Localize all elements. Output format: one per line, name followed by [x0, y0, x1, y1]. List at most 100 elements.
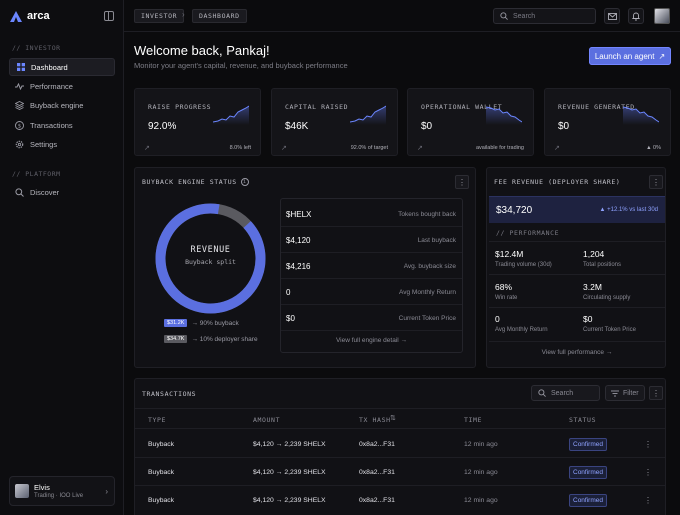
column-header-time[interactable]: TIME [464, 416, 483, 424]
breadcrumb-investor[interactable]: INVESTOR [134, 9, 185, 23]
kpi-label: RAISE PROGRESS [148, 103, 212, 111]
stat-value: 68% [495, 282, 513, 292]
engine-row: 0 Avg Monthly Return [281, 279, 462, 305]
stat-key: Total positions [583, 262, 622, 268]
avatar[interactable] [654, 8, 670, 24]
engine-stats: $HELX Tokens bought back $4,120 Last buyba… [280, 198, 463, 353]
sidebar-item-performance[interactable]: Performance [9, 77, 115, 95]
row-menu-icon[interactable]: ⋮ [644, 468, 652, 477]
chevron-right-icon: › [105, 487, 108, 496]
sidebar-item-discover[interactable]: Discover [9, 183, 115, 201]
sparkline-up [350, 105, 386, 125]
arrow-up-right-icon: ↗ [417, 145, 423, 152]
notifications-button[interactable] [628, 8, 644, 24]
kpi-foot: 8.0% left [229, 145, 251, 151]
dollar-icon: $ [15, 120, 24, 130]
legend-value: $34.7K [164, 335, 188, 343]
user-status: Trading · IOO Live [34, 493, 84, 499]
engine-key: Avg Monthly Return [399, 289, 456, 296]
panel-title: BUYBACK ENGINE STATUS i [142, 178, 249, 186]
kpi-card-operational-wallet: OPERATIONAL WALLET $0 ↗ available for tr… [407, 88, 534, 156]
arrow-up-right-icon: ↗ [554, 145, 560, 152]
more-options-button[interactable]: ⋮ [649, 175, 663, 189]
column-header-tx-hash[interactable]: TX HASH [359, 416, 391, 424]
column-header-amount[interactable]: AMOUNT [253, 416, 281, 424]
tx-time: 12 min ago [464, 497, 498, 504]
launch-agent-button[interactable]: Launch an agent ↗ [589, 47, 671, 65]
user-card[interactable]: Elvis Trading · IOO Live › [9, 476, 115, 506]
sidebar-item-label: Transactions [30, 120, 73, 130]
engine-key: Current Token Price [398, 315, 456, 322]
arca-logo-icon [10, 10, 22, 22]
engine-row: $0 Current Token Price [281, 305, 462, 331]
divider [135, 428, 665, 429]
search-input[interactable]: Search [493, 8, 596, 24]
tx-hash[interactable]: 0x8a2...F31 [359, 497, 395, 504]
transactions-search-input[interactable]: Search [531, 385, 600, 401]
tx-hash[interactable]: 0x8a2...F31 [359, 441, 395, 448]
engine-value: $0 [286, 314, 295, 323]
fee-value: $34,720 [496, 205, 533, 216]
column-header-type[interactable]: TYPE [148, 416, 167, 424]
sparkline-down [623, 106, 659, 125]
sidebar-item-buyback-engine[interactable]: Buyback engine [9, 96, 115, 114]
sidebar-item-settings[interactable]: Settings [9, 135, 115, 153]
sidebar-item-transactions[interactable]: $ Transactions [9, 116, 115, 134]
stat-value: $0 [583, 314, 593, 324]
legend-buyback: $31.2K → 90% buyback [164, 319, 239, 327]
sidebar-item-label: Buyback engine [30, 100, 84, 110]
stat-key: Current Token Price [583, 327, 636, 333]
kpi-card-raise-progress: RAISE PROGRESS 92.0% ↗ 8.0% left [134, 88, 261, 156]
fee-title: FEE REVENUE (DEPLOYER SHARE) [494, 178, 621, 186]
divider [489, 307, 665, 308]
brand[interactable]: arca [10, 10, 50, 22]
kpi-foot: ▲ 0% [646, 145, 661, 151]
kpi-label: CAPITAL RAISED [285, 103, 349, 111]
kpi-value: 92.0% [148, 121, 177, 132]
stat-value: $12.4M [495, 249, 524, 259]
breadcrumb-dashboard[interactable]: DASHBOARD [192, 9, 247, 23]
fee-highlight: $34,720 ▲ +12.1% vs last 30d [489, 196, 665, 223]
sidebar-item-label: Dashboard [31, 62, 68, 72]
stat-key: Trading volume (30d) [495, 262, 552, 268]
view-engine-detail-link[interactable]: View full engine detail → [335, 337, 408, 344]
search-placeholder: Search [551, 389, 574, 397]
kpi-value: $0 [558, 121, 570, 132]
sidebar-item-label: Discover [30, 187, 60, 197]
tx-hash[interactable]: 0x8a2...F31 [359, 469, 395, 476]
column-header-status[interactable]: STATUS [569, 416, 597, 424]
stat-key: Circulating supply [583, 295, 631, 301]
kpi-label: REVENUE GENERATED [558, 103, 635, 111]
stat-avg-monthly-return: 0 Avg Monthly Return [495, 314, 548, 333]
layers-icon [15, 100, 24, 110]
sort-icon[interactable]: ⇅ [390, 415, 396, 422]
row-menu-icon[interactable]: ⋮ [644, 496, 652, 505]
sidebar-collapse-icon[interactable] [104, 11, 114, 21]
transactions-title: TRANSACTIONS [142, 390, 197, 398]
mail-button[interactable] [604, 8, 620, 24]
kpi-card-revenue-generated: REVENUE GENERATED $0 ↗ ▲ 0% [544, 88, 671, 156]
sidebar-item-dashboard[interactable]: Dashboard [9, 58, 115, 76]
stat-key: Avg Monthly Return [495, 327, 548, 333]
stat-value: 1,204 [583, 249, 605, 259]
filter-button[interactable]: Filter [605, 385, 645, 401]
svg-text:$: $ [18, 123, 22, 129]
brand-name: arca [27, 10, 50, 22]
tx-amount: $4,120 → 2,239 SHELX [253, 441, 326, 448]
view-performance-link[interactable]: View full performance → [541, 349, 613, 356]
more-options-button[interactable]: ⋮ [649, 386, 663, 400]
stat-trading-volume: $12.4M Trading volume (30d) [495, 249, 552, 268]
sparkline-up [213, 105, 249, 125]
more-options-button[interactable]: ⋮ [455, 175, 469, 189]
stat-circulating-supply: 3.2M Circulating supply [583, 282, 630, 301]
status-badge: Confirmed [569, 438, 607, 451]
legend-deployer: $34.7K → 10% deployer share [164, 335, 258, 343]
bell-icon [632, 12, 640, 20]
engine-value: $4,120 [286, 236, 311, 245]
revenue-donut-chart [155, 203, 266, 314]
search-icon [538, 389, 546, 397]
row-menu-icon[interactable]: ⋮ [644, 440, 652, 449]
engine-key: Last buyback [417, 237, 456, 244]
info-icon[interactable]: i [240, 178, 249, 186]
engine-row: $4,216 Avg. buyback size [281, 253, 462, 279]
